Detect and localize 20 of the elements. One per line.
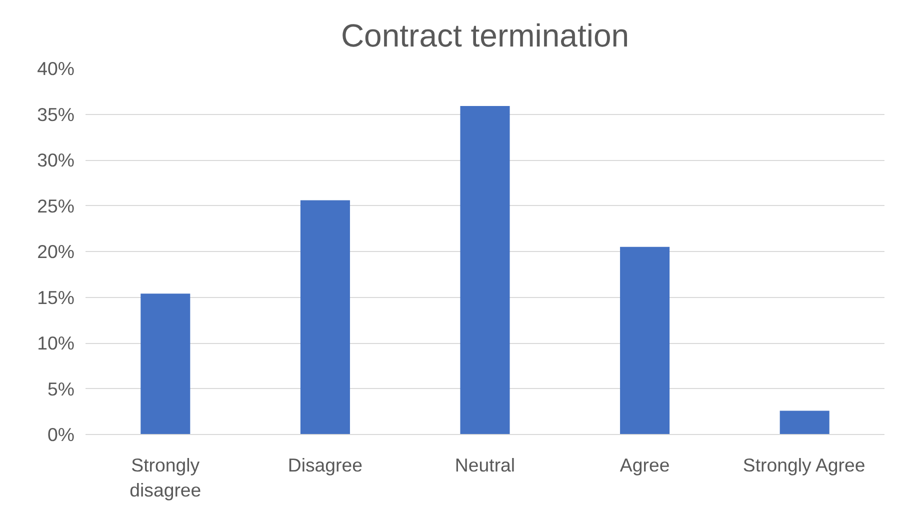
x-tick-label: Neutral xyxy=(454,454,516,476)
bar xyxy=(300,200,350,434)
y-tick-label: 40% xyxy=(37,58,75,79)
bar xyxy=(460,106,510,434)
y-tick-label: 15% xyxy=(37,286,75,308)
y-tick-label: 5% xyxy=(48,378,75,400)
x-tick-label: Strongly disagree xyxy=(130,454,202,501)
y-tick-label: 25% xyxy=(37,195,75,216)
y-tick-label: 10% xyxy=(37,332,75,354)
y-tick-label: 35% xyxy=(37,104,75,125)
bar xyxy=(620,246,670,434)
bar xyxy=(780,410,830,434)
bar xyxy=(140,294,190,434)
x-tick-label: Agree xyxy=(620,454,670,476)
chart-title: Contract termination xyxy=(340,18,630,54)
y-tick-label: 20% xyxy=(37,241,75,262)
x-tick-label: Disagree xyxy=(288,454,363,476)
x-tick-label: Strongly Agree xyxy=(742,454,866,476)
y-tick-label: 30% xyxy=(37,150,75,170)
y-tick-label: 0% xyxy=(48,424,75,445)
